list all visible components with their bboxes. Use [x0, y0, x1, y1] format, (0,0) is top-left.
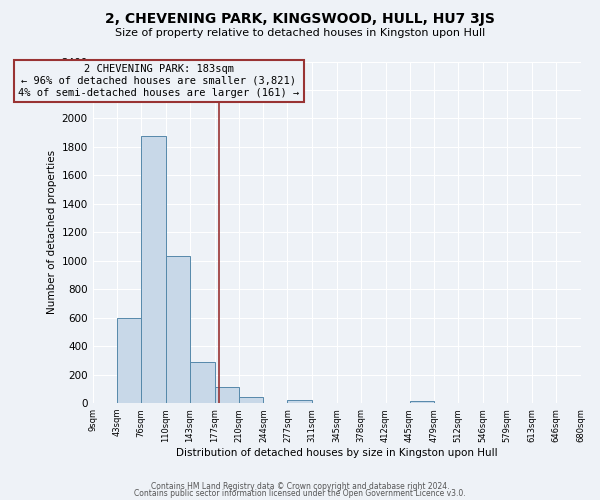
Bar [141, 136, 166, 403]
Text: 2 CHEVENING PARK: 183sqm
← 96% of detached houses are smaller (3,821)
4% of semi: 2 CHEVENING PARK: 183sqm ← 96% of detach… [18, 64, 299, 98]
Bar [287, 400, 312, 403]
Bar [410, 401, 434, 403]
X-axis label: Distribution of detached houses by size in Kingston upon Hull: Distribution of detached houses by size … [176, 448, 497, 458]
Bar [239, 396, 263, 403]
Bar [117, 318, 141, 403]
Text: Contains public sector information licensed under the Open Government Licence v3: Contains public sector information licen… [134, 488, 466, 498]
Bar [215, 388, 239, 403]
Bar [166, 256, 190, 403]
Text: 2, CHEVENING PARK, KINGSWOOD, HULL, HU7 3JS: 2, CHEVENING PARK, KINGSWOOD, HULL, HU7 … [105, 12, 495, 26]
Text: Contains HM Land Registry data © Crown copyright and database right 2024.: Contains HM Land Registry data © Crown c… [151, 482, 449, 491]
Text: Size of property relative to detached houses in Kingston upon Hull: Size of property relative to detached ho… [115, 28, 485, 38]
Bar [190, 362, 215, 403]
Y-axis label: Number of detached properties: Number of detached properties [47, 150, 57, 314]
